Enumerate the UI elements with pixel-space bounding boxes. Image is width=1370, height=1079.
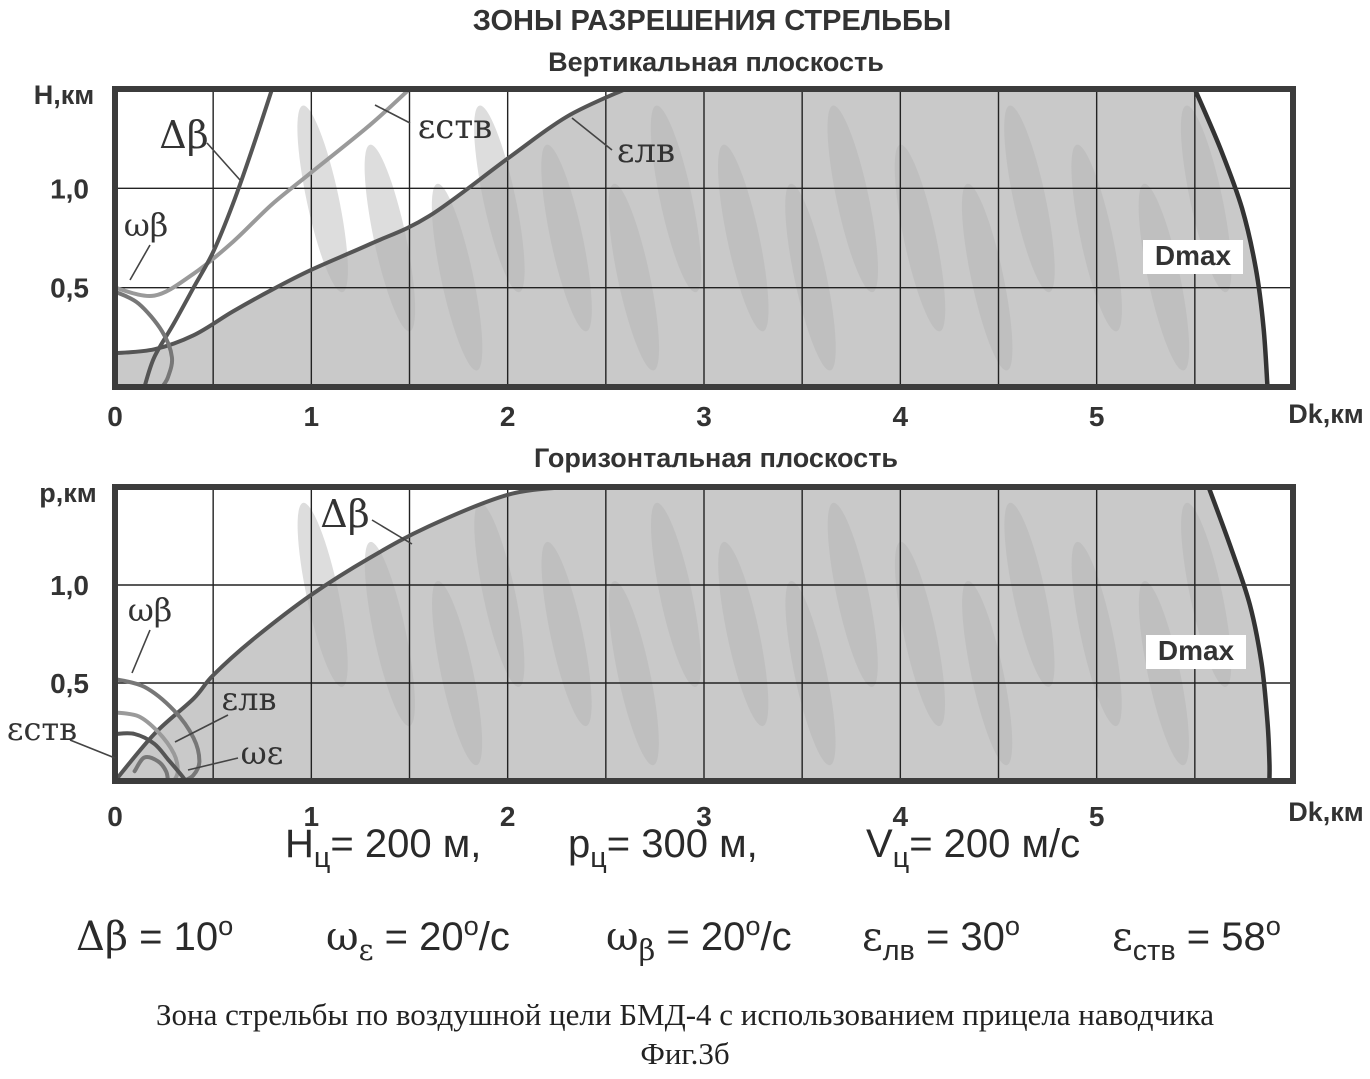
curve-annotation: Dmax xyxy=(1155,240,1232,271)
x-tick-label: 2 xyxy=(500,401,516,432)
y-tick-label: 1,0 xyxy=(50,570,89,601)
target-speed: Vц= 200 м/с xyxy=(866,822,1080,875)
curve-annotation: ωβ xyxy=(124,206,169,244)
figure-title: ЗОНЫ РАЗРЕШЕНИЯ СТРЕЛЬБЫ xyxy=(473,5,952,37)
curve-annotation: Dmax xyxy=(1158,635,1235,666)
param-epsilon-stv: εств = 58o xyxy=(1112,910,1281,968)
x-tick-label: 4 xyxy=(893,401,909,432)
x-axis-label: Dk,км xyxy=(1288,399,1364,429)
curve-annotation: εлв xyxy=(617,131,675,171)
annotation-leader xyxy=(130,245,150,280)
curve-annotation: εств xyxy=(7,710,77,748)
curve-annotation: ωε xyxy=(241,734,284,772)
curve-annotation: ωβ xyxy=(128,591,173,629)
vertical-plane-chart: Вертикальная плоскость 0 1 2 3 4 5 0,5 1,0 H,км Dk… xyxy=(34,47,1364,432)
curve-annotation: Δβ xyxy=(320,492,369,536)
curve-annotation: εств xyxy=(418,107,493,147)
curve-annotation: Δβ xyxy=(159,113,208,157)
x-tick-label: 1 xyxy=(304,401,320,432)
chart-title: Вертикальная плоскость xyxy=(548,47,884,77)
figure-caption: Зона стрельбы по воздушной цели БМД-4 с … xyxy=(0,997,1370,1033)
y-axis-label: р,км xyxy=(39,478,96,508)
firing-zone xyxy=(115,89,1268,387)
param-delta-beta: Δβ = 10o xyxy=(76,910,233,960)
x-tick-label: 0 xyxy=(107,401,123,432)
x-tick-label: 3 xyxy=(696,401,712,432)
figure-number: Фиг.3б xyxy=(0,1036,1370,1072)
chart-title: Горизонтальная плоскость xyxy=(534,443,898,473)
target-height: Нц= 200 м, xyxy=(285,822,481,875)
y-axis-label: H,км xyxy=(34,80,95,110)
x-tick-label: 5 xyxy=(1089,801,1105,832)
target-offset: рц= 300 м, xyxy=(568,822,758,875)
x-tick-label: 2 xyxy=(500,801,516,832)
annotation-leader xyxy=(207,143,240,180)
x-tick-label: 5 xyxy=(1089,401,1105,432)
param-epsilon-lv: εлв = 30o xyxy=(862,910,1020,968)
annotation-leader xyxy=(132,630,150,673)
horizontal-plane-chart: Горизонтальная плоскость0123450,51,0р,км… xyxy=(7,443,1364,832)
x-axis-label: Dk,км xyxy=(1288,797,1364,827)
x-tick-label: 0 xyxy=(107,801,123,832)
param-omega-beta: ωβ = 20o/с xyxy=(606,910,792,967)
y-tick-label: 0,5 xyxy=(50,668,89,699)
y-tick-label: 1,0 xyxy=(50,173,89,204)
annotation-leader xyxy=(372,520,412,544)
param-omega-epsilon: ωε = 20o/с xyxy=(326,910,510,967)
curve-annotation: εлв xyxy=(222,680,277,718)
y-tick-label: 0,5 xyxy=(50,273,89,304)
